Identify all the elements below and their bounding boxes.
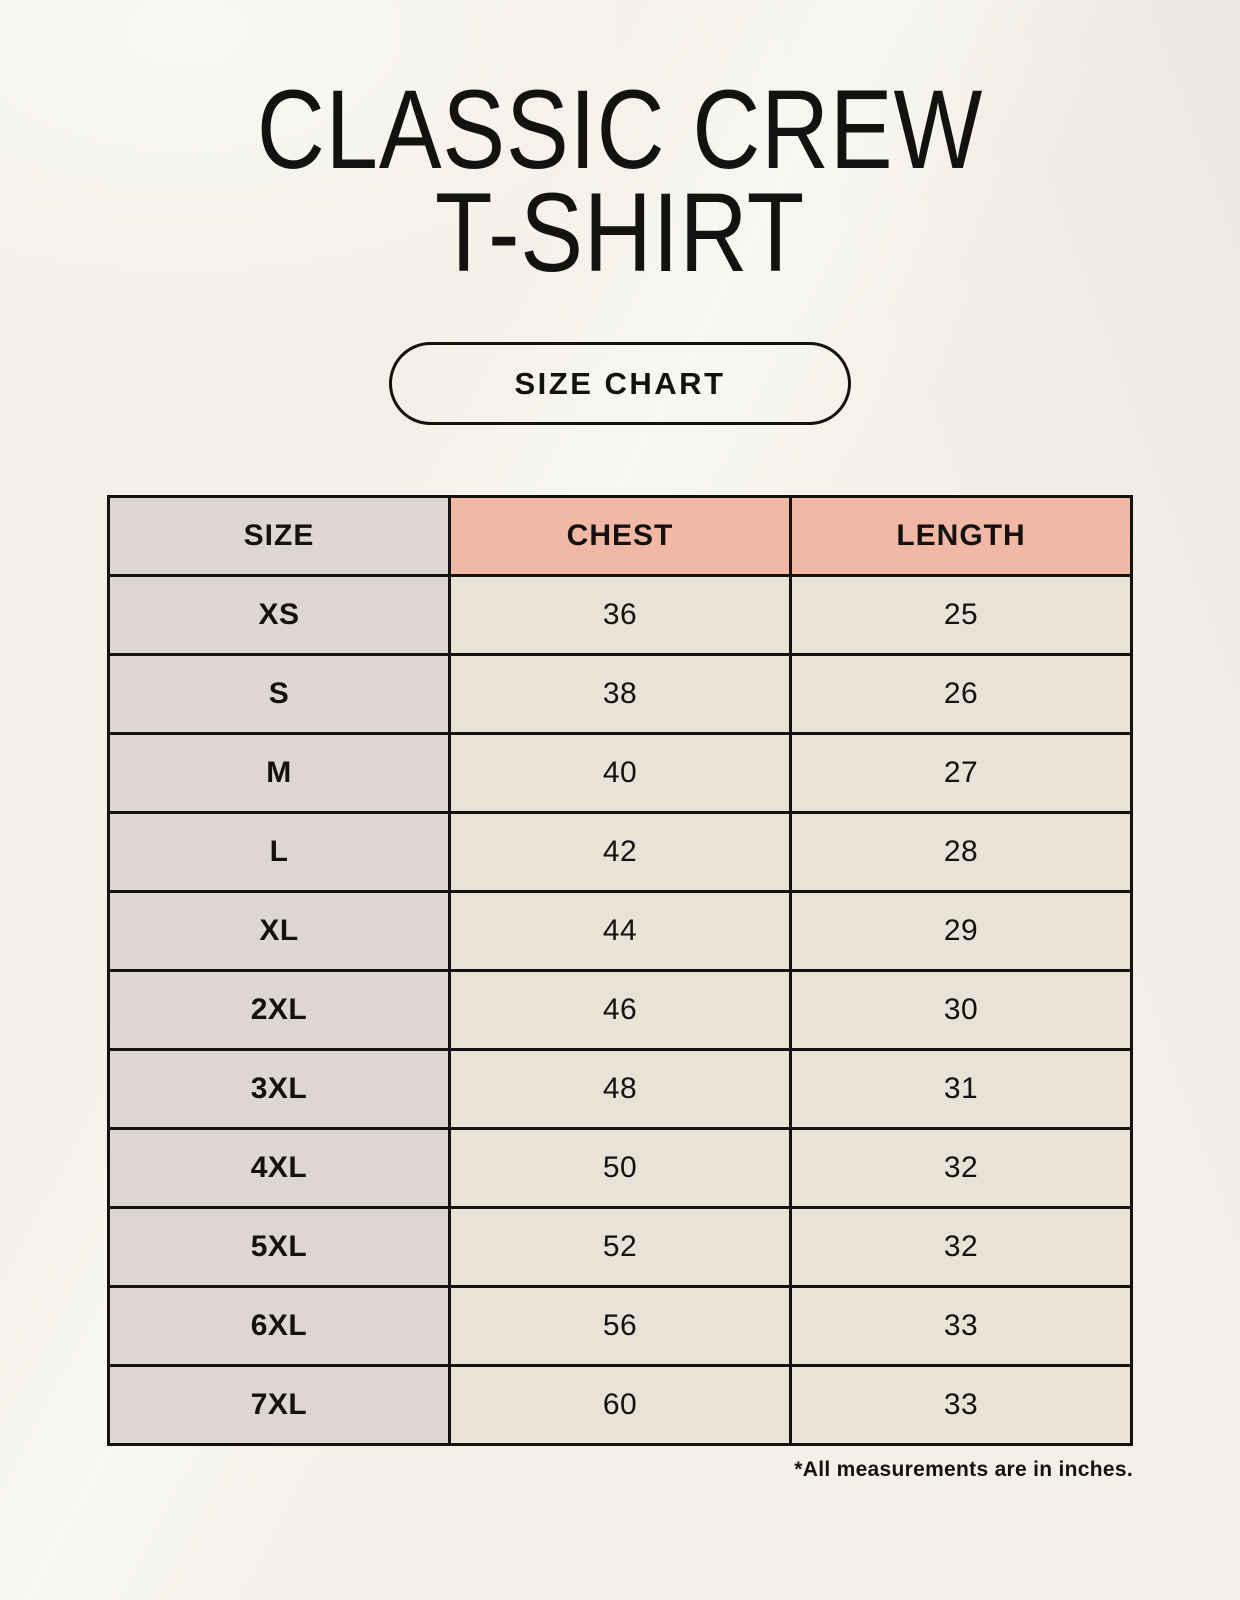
length-cell: 30 xyxy=(789,969,1133,1052)
size-table: SIZE CHEST LENGTH XS 36 25 S 38 26 M xyxy=(107,495,1133,1447)
length-cell: 26 xyxy=(789,653,1133,736)
size-chart-button[interactable]: SIZE CHART xyxy=(389,342,851,426)
size-table-container: SIZE CHEST LENGTH XS 36 25 S 38 26 M xyxy=(107,495,1133,1482)
size-cell: XL xyxy=(107,890,451,973)
table-row: 2XL 46 30 xyxy=(107,969,1133,1052)
length-cell: 32 xyxy=(789,1127,1133,1210)
column-header-size: SIZE xyxy=(107,495,451,578)
size-cell: L xyxy=(107,811,451,894)
chest-cell: 36 xyxy=(448,574,792,657)
table-row: 5XL 52 32 xyxy=(107,1206,1133,1289)
size-cell: 7XL xyxy=(107,1364,451,1447)
page-title-line-1: CLASSIC CREW xyxy=(256,67,984,192)
table-row: 3XL 48 31 xyxy=(107,1048,1133,1131)
table-row: L 42 28 xyxy=(107,811,1133,894)
column-header-chest: CHEST xyxy=(448,495,792,578)
chest-cell: 48 xyxy=(448,1048,792,1131)
table-row: S 38 26 xyxy=(107,653,1133,736)
length-cell: 29 xyxy=(789,890,1133,973)
measurements-footnote: *All measurements are in inches. xyxy=(794,1458,1133,1482)
length-cell: 32 xyxy=(789,1206,1133,1289)
table-header-row: SIZE CHEST LENGTH xyxy=(107,495,1133,578)
table-row: 4XL 50 32 xyxy=(107,1127,1133,1210)
chest-cell: 52 xyxy=(448,1206,792,1289)
size-cell: 5XL xyxy=(107,1206,451,1289)
chest-cell: 46 xyxy=(448,969,792,1052)
length-cell: 25 xyxy=(789,574,1133,657)
size-cell: 3XL xyxy=(107,1048,451,1131)
table-row: M 40 27 xyxy=(107,732,1133,815)
size-cell: M xyxy=(107,732,451,815)
chest-cell: 42 xyxy=(448,811,792,894)
table-row: 6XL 56 33 xyxy=(107,1285,1133,1368)
chest-cell: 38 xyxy=(448,653,792,736)
chest-cell: 44 xyxy=(448,890,792,973)
length-cell: 27 xyxy=(789,732,1133,815)
chest-cell: 40 xyxy=(448,732,792,815)
size-cell: 4XL xyxy=(107,1127,451,1210)
table-row: 7XL 60 33 xyxy=(107,1364,1133,1447)
length-cell: 33 xyxy=(789,1364,1133,1447)
table-row: XS 36 25 xyxy=(107,574,1133,657)
table-row: XL 44 29 xyxy=(107,890,1133,973)
chest-cell: 60 xyxy=(448,1364,792,1447)
chest-cell: 50 xyxy=(448,1127,792,1210)
size-cell: 2XL xyxy=(107,969,451,1052)
column-header-length: LENGTH xyxy=(789,495,1133,578)
length-cell: 33 xyxy=(789,1285,1133,1368)
size-cell: XS xyxy=(107,574,451,657)
size-cell: 6XL xyxy=(107,1285,451,1368)
length-cell: 31 xyxy=(789,1048,1133,1131)
page-title-line-2: T-SHIRT xyxy=(434,170,806,296)
length-cell: 28 xyxy=(789,811,1133,894)
size-cell: S xyxy=(107,653,451,736)
chest-cell: 56 xyxy=(448,1285,792,1368)
page-title: CLASSIC CREW T-SHIRT xyxy=(0,0,1240,296)
